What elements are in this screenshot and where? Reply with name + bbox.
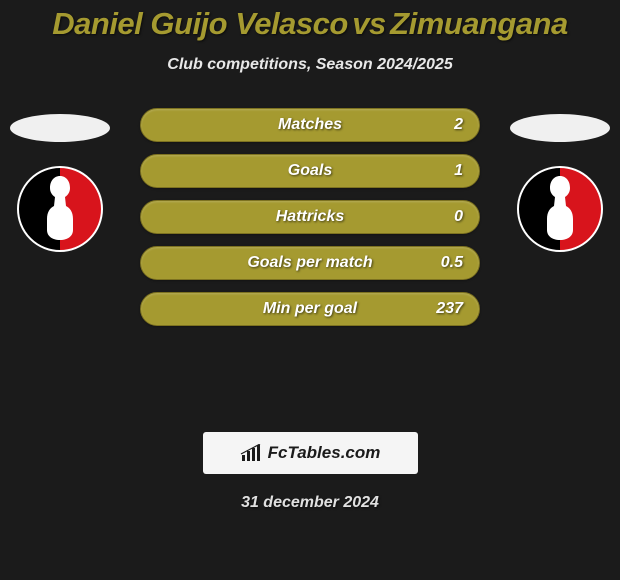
stat-bar-min-per-goal: Min per goal 237 <box>140 292 480 326</box>
title-row: Daniel Guijo Velasco vs Zimuangana <box>0 0 620 42</box>
player2-name: Zimuangana <box>390 6 568 41</box>
vs-word: vs <box>352 6 385 41</box>
date-text: 31 december 2024 <box>0 494 620 512</box>
stat-label: Goals per match <box>141 254 479 272</box>
stat-bar-matches: Matches 2 <box>140 108 480 142</box>
stat-value-right: 237 <box>436 300 463 318</box>
stat-value-right: 0 <box>454 208 463 226</box>
player1-ellipse <box>10 114 110 142</box>
stat-bar-hattricks: Hattricks 0 <box>140 200 480 234</box>
subtitle: Club competitions, Season 2024/2025 <box>0 56 620 74</box>
stat-label: Min per goal <box>141 300 479 318</box>
logo-text: FcTables.com <box>268 443 381 463</box>
stat-value-right: 1 <box>454 162 463 180</box>
player2-club-badge <box>510 166 610 252</box>
bar-chart-icon <box>240 444 262 462</box>
player1-club-badge <box>10 166 110 252</box>
stat-value-right: 0.5 <box>441 254 463 272</box>
player1-name: Daniel Guijo Velasco <box>52 6 348 41</box>
stat-bar-goals-per-match: Goals per match 0.5 <box>140 246 480 280</box>
stat-bar-goals: Goals 1 <box>140 154 480 188</box>
stat-label: Matches <box>141 116 479 134</box>
stat-label: Goals <box>141 162 479 180</box>
content-area: Matches 2 Goals 1 Hattricks 0 Goals per … <box>0 114 620 414</box>
stat-bars: Matches 2 Goals 1 Hattricks 0 Goals per … <box>140 108 480 338</box>
player2-ellipse <box>510 114 610 142</box>
stat-value-right: 2 <box>454 116 463 134</box>
stat-label: Hattricks <box>141 208 479 226</box>
fctables-logo[interactable]: FcTables.com <box>203 432 418 474</box>
